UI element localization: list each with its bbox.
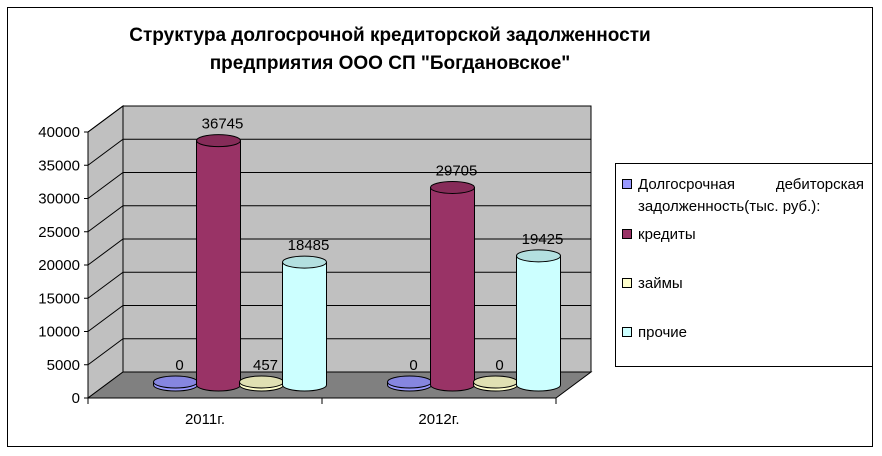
- legend-swatch-other: [622, 327, 632, 337]
- y-tick-label: 10000: [38, 324, 80, 341]
- gridline: [87, 105, 591, 133]
- x-tick-label: 2011г.: [185, 411, 225, 428]
- y-tick-label: 20000: [38, 257, 80, 274]
- data-label: 18485: [288, 237, 330, 254]
- bar-1-1: [430, 180, 475, 392]
- legend-label-other: прочие: [638, 324, 688, 341]
- data-label: 457: [253, 357, 278, 374]
- bar-0-2: [239, 375, 284, 392]
- data-label: 0: [409, 357, 417, 374]
- y-tick-label: 40000: [38, 124, 80, 141]
- data-label: 19425: [522, 231, 564, 248]
- y-tick-label: 30000: [38, 191, 80, 208]
- legend-swatch-loans: [622, 278, 632, 288]
- bar-1-0: [387, 375, 432, 392]
- legend-swatch-credits: [622, 229, 632, 239]
- gridline: [87, 172, 591, 199]
- y-tick-label: 15000: [38, 290, 80, 307]
- chart-title: Структура долгосрочной кредиторской задо…: [80, 22, 700, 78]
- gridline: [87, 138, 591, 166]
- legend-swatch-receivables: [622, 179, 632, 189]
- chart-title-line-2: предприятия ООО СП "Богдановское": [209, 53, 571, 74]
- bar-0-1: [196, 134, 241, 392]
- data-label: 0: [495, 357, 503, 374]
- y-tick-label: 5000: [47, 357, 80, 374]
- data-label: 29705: [436, 162, 478, 179]
- data-label: 0: [175, 357, 183, 374]
- data-label: 36745: [202, 116, 244, 133]
- legend-label-receivables: Долгосрочная дебиторская задолженность(т…: [638, 176, 864, 215]
- y-tick-label: 35000: [38, 157, 80, 174]
- y-tick-label: 25000: [38, 224, 80, 241]
- legend-label-credits: кредиты: [638, 226, 696, 243]
- bar-0-3: [282, 255, 327, 392]
- bar-1-3: [516, 249, 561, 392]
- chart-title-line-1: Структура долгосрочной кредиторской задо…: [129, 25, 651, 46]
- x-tick-label: 2012г.: [418, 411, 459, 428]
- bar-0-0: [153, 375, 198, 392]
- legend: Долгосрочная дебиторская задолженность(т…: [615, 163, 873, 367]
- legend-label-loans: займы: [638, 275, 683, 292]
- legend-item-receivables: Долгосрочная дебиторская задолженность(т…: [622, 174, 864, 224]
- bar-1-2: [473, 375, 518, 392]
- y-tick-label: 0: [72, 390, 80, 407]
